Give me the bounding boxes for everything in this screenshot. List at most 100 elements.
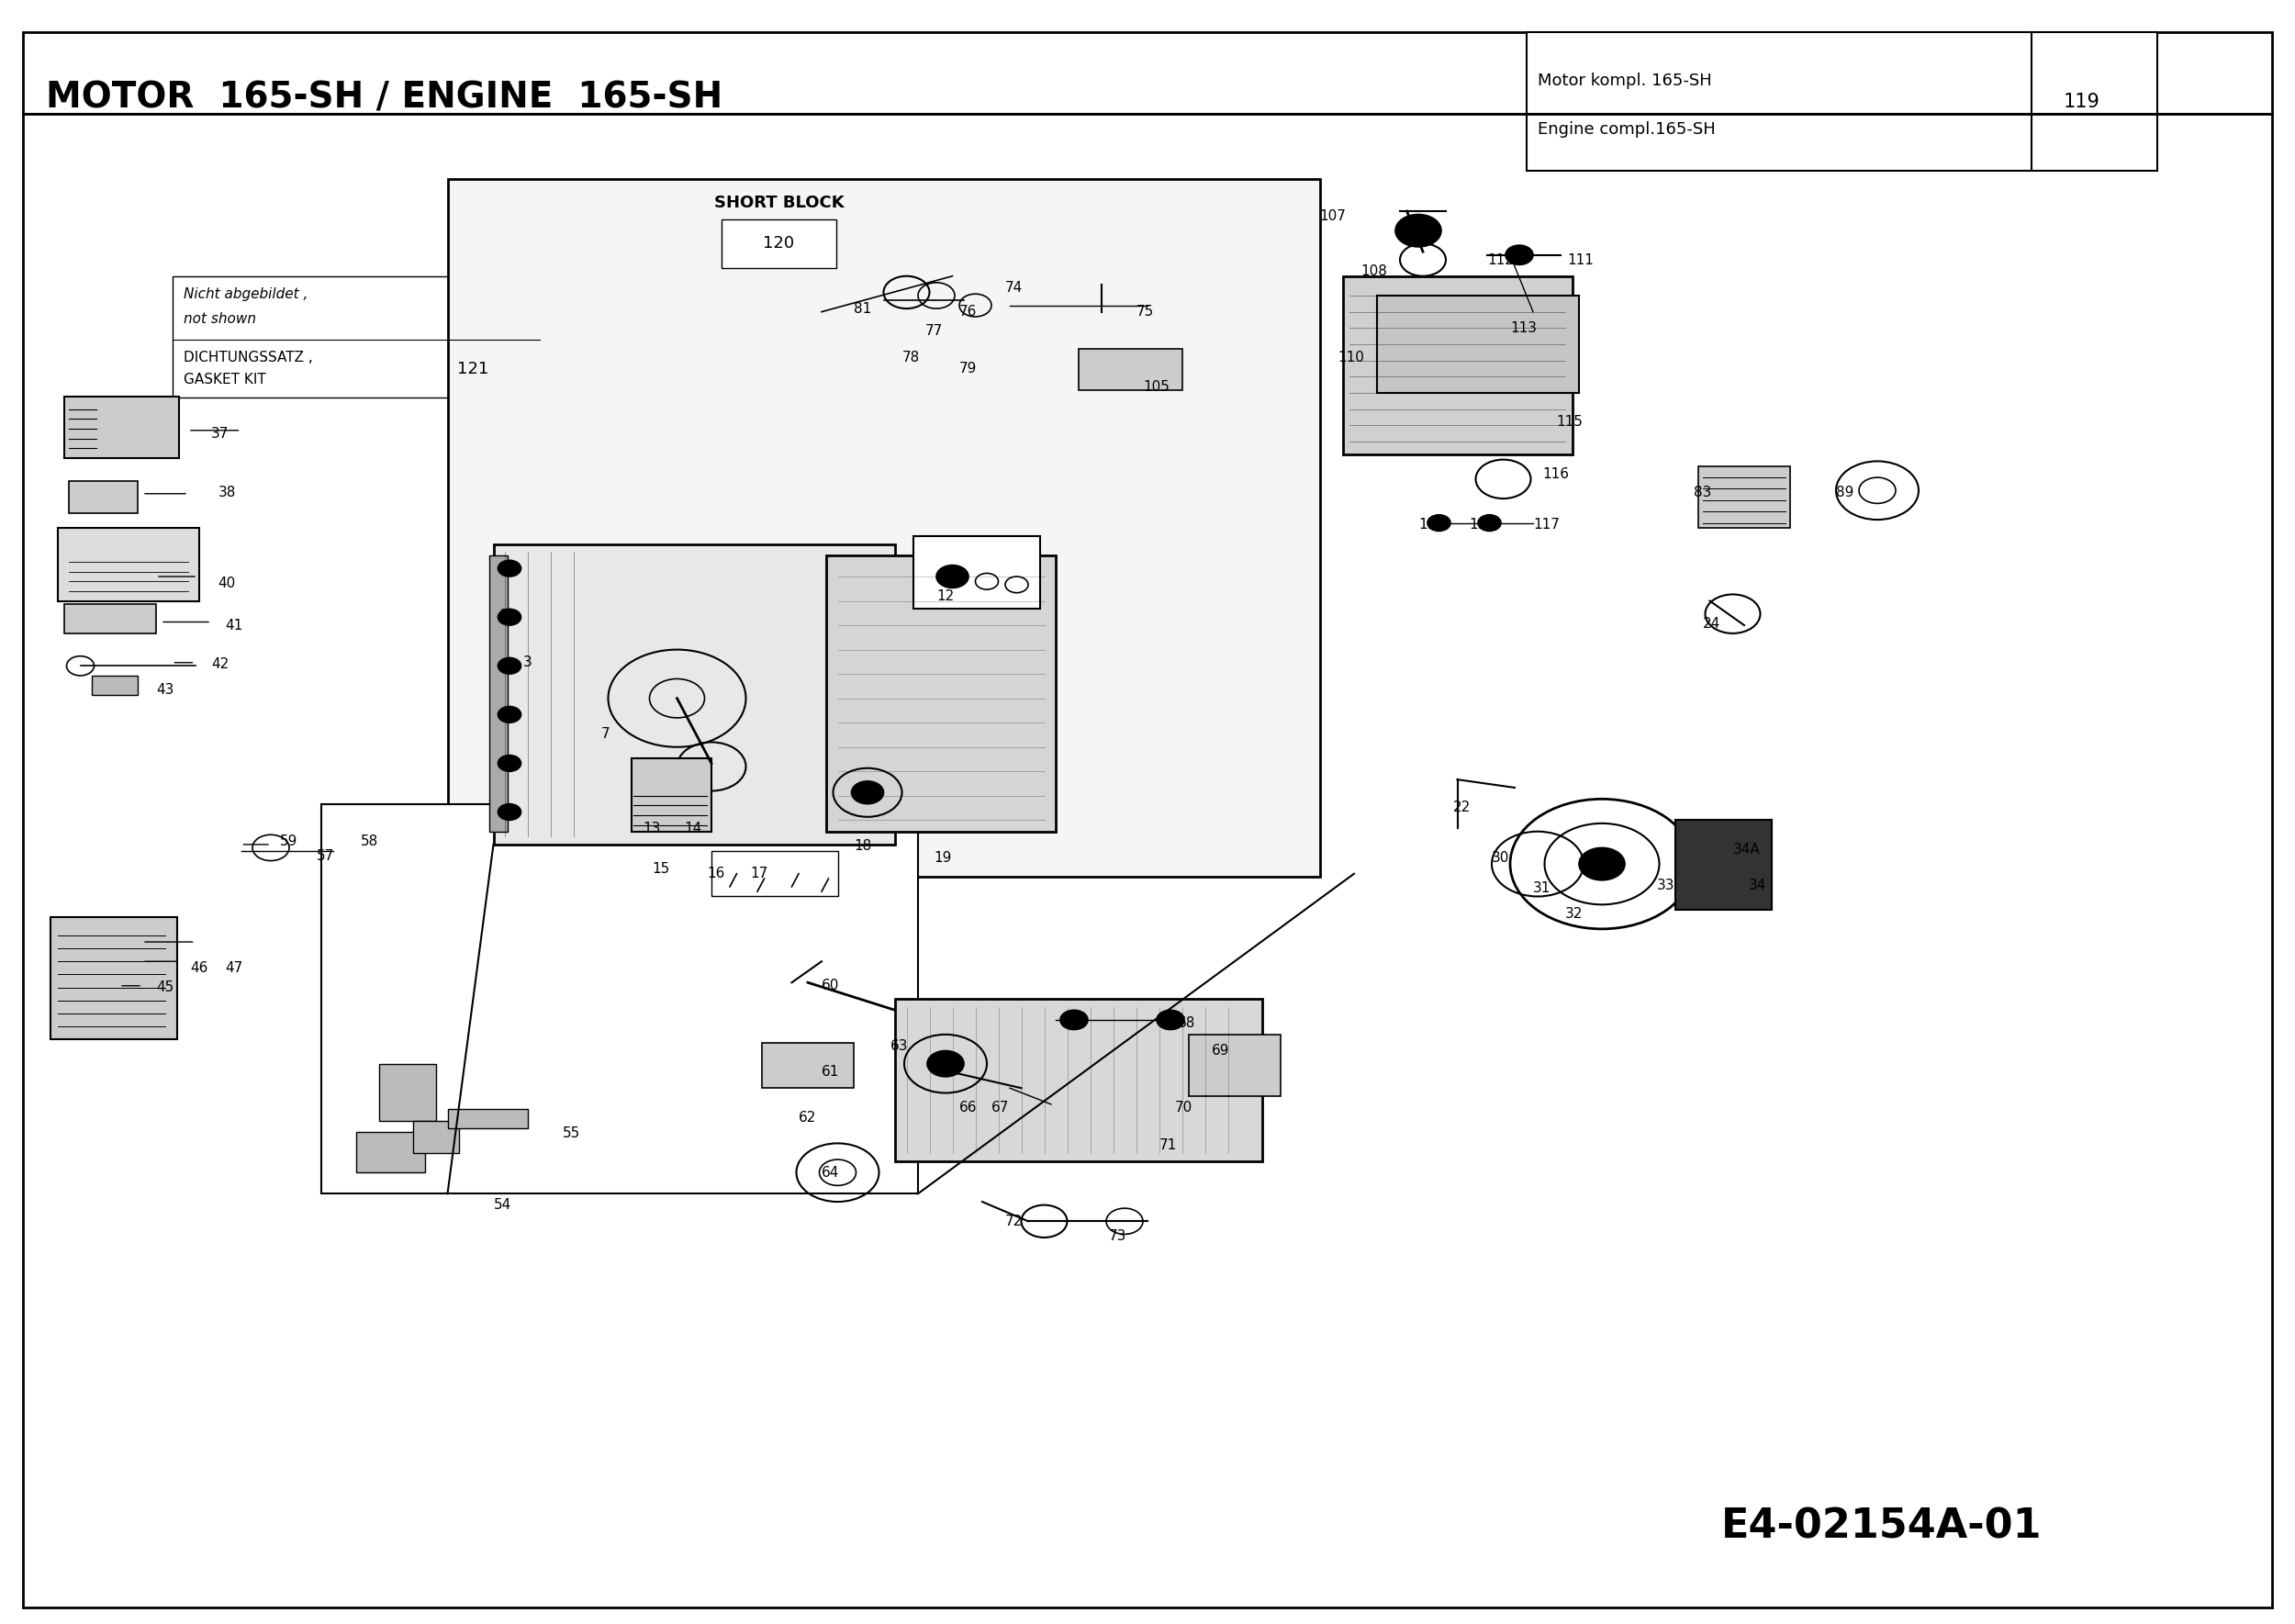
Text: 79: 79 — [959, 362, 978, 375]
Text: 14: 14 — [684, 822, 702, 835]
Circle shape — [1157, 1010, 1184, 1030]
Text: 108: 108 — [1361, 265, 1388, 278]
Text: 62: 62 — [799, 1111, 817, 1124]
Circle shape — [498, 560, 521, 577]
Text: SHORT BLOCK: SHORT BLOCK — [714, 195, 845, 211]
Bar — [493, 544, 895, 844]
Text: 41: 41 — [225, 619, 243, 632]
Bar — [1698, 466, 1790, 528]
Bar — [356, 1132, 425, 1173]
Text: 24: 24 — [1703, 617, 1721, 630]
Bar — [895, 999, 1262, 1161]
Text: 34A: 34A — [1733, 843, 1760, 856]
Circle shape — [498, 658, 521, 674]
Circle shape — [1478, 515, 1501, 531]
Text: 60: 60 — [822, 979, 840, 992]
Bar — [489, 555, 507, 831]
Bar — [762, 1043, 854, 1088]
Text: 31: 31 — [1533, 882, 1551, 895]
Text: 43: 43 — [156, 684, 174, 697]
Text: 16: 16 — [707, 867, 725, 880]
Text: 15: 15 — [652, 862, 670, 875]
Bar — [631, 758, 711, 831]
Text: Engine compl.165-SH: Engine compl.165-SH — [1538, 120, 1717, 138]
Text: 47: 47 — [225, 961, 243, 974]
Text: 58: 58 — [360, 835, 379, 848]
Text: not shown: not shown — [184, 312, 257, 325]
Text: 83: 83 — [1694, 486, 1712, 499]
Text: 72: 72 — [1005, 1215, 1024, 1228]
Bar — [1079, 349, 1182, 390]
Bar — [711, 851, 838, 896]
Text: 19: 19 — [934, 851, 952, 864]
Circle shape — [851, 781, 884, 804]
Circle shape — [1427, 515, 1450, 531]
Text: 107: 107 — [1320, 209, 1347, 222]
Bar — [413, 1121, 459, 1153]
Text: 112: 112 — [1487, 253, 1515, 266]
Circle shape — [498, 706, 521, 723]
Text: 118: 118 — [1469, 518, 1496, 531]
Circle shape — [1506, 245, 1533, 265]
Bar — [92, 676, 138, 695]
Text: 71: 71 — [1159, 1138, 1177, 1151]
Text: 105: 105 — [1143, 380, 1170, 393]
Text: 117: 117 — [1533, 518, 1561, 531]
Bar — [448, 179, 1320, 877]
Text: 30: 30 — [1492, 851, 1510, 864]
Text: 64: 64 — [822, 1166, 840, 1179]
Text: Nicht abgebildet ,: Nicht abgebildet , — [184, 287, 308, 300]
Bar — [57, 528, 200, 601]
Text: 89: 89 — [1836, 486, 1854, 499]
Text: 61: 61 — [822, 1065, 840, 1078]
Text: 77: 77 — [925, 325, 943, 338]
Text: 22: 22 — [1453, 801, 1471, 814]
Text: 81: 81 — [854, 302, 872, 315]
Text: 70: 70 — [1175, 1101, 1193, 1114]
Text: 40: 40 — [218, 577, 236, 590]
Circle shape — [498, 755, 521, 771]
Text: 13: 13 — [643, 822, 661, 835]
Bar — [448, 1109, 528, 1129]
Text: 76: 76 — [959, 305, 978, 318]
Circle shape — [1579, 848, 1625, 880]
Bar — [1377, 296, 1579, 393]
Text: 17: 17 — [750, 867, 769, 880]
Text: 75: 75 — [1136, 305, 1154, 318]
Bar — [1343, 276, 1572, 455]
Text: GASKET KIT: GASKET KIT — [184, 374, 266, 387]
Text: 113: 113 — [1510, 322, 1538, 335]
Text: 73: 73 — [1108, 1229, 1127, 1242]
Text: 111: 111 — [1567, 253, 1595, 266]
Text: 119: 119 — [2063, 93, 2100, 110]
Text: 2: 2 — [500, 609, 509, 622]
Text: 12: 12 — [936, 590, 955, 603]
Text: 115: 115 — [1556, 416, 1584, 429]
Bar — [69, 481, 138, 513]
Bar — [826, 555, 1056, 831]
Text: 120: 120 — [764, 235, 794, 252]
Text: 68: 68 — [1177, 1017, 1196, 1030]
Text: 38: 38 — [218, 486, 236, 499]
Bar — [50, 918, 177, 1039]
Text: 45: 45 — [156, 981, 174, 994]
Text: 33: 33 — [1657, 879, 1675, 892]
Text: 34: 34 — [1749, 879, 1767, 892]
Text: 66: 66 — [959, 1101, 978, 1114]
Text: MOTOR  165-SH / ENGINE  165-SH: MOTOR 165-SH / ENGINE 165-SH — [46, 80, 723, 115]
Text: DICHTUNGSSATZ ,: DICHTUNGSSATZ , — [184, 351, 312, 364]
Text: 68: 68 — [1060, 1017, 1079, 1030]
Text: 65: 65 — [936, 1062, 955, 1075]
Bar — [913, 536, 1040, 609]
Text: 46: 46 — [190, 961, 209, 974]
Text: 18: 18 — [854, 840, 872, 853]
Bar — [64, 396, 179, 458]
Text: 42: 42 — [211, 658, 230, 671]
Text: 37: 37 — [211, 427, 230, 440]
Text: 54: 54 — [493, 1199, 512, 1212]
Bar — [379, 1064, 436, 1121]
Text: E4-02154A-01: E4-02154A-01 — [1721, 1507, 2043, 1546]
Bar — [1675, 820, 1772, 909]
Text: 67: 67 — [991, 1101, 1010, 1114]
Bar — [721, 219, 835, 268]
